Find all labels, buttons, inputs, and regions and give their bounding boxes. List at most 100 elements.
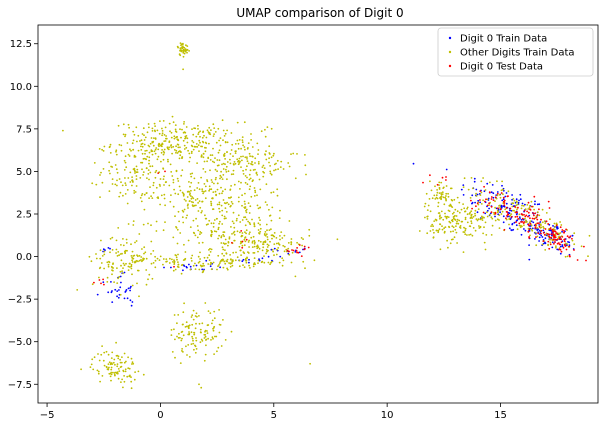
data-point [131, 361, 134, 364]
data-point [237, 196, 240, 199]
data-point [474, 212, 476, 215]
data-point [122, 262, 125, 265]
data-point [447, 209, 450, 212]
data-point [267, 261, 270, 264]
data-point [232, 232, 235, 234]
data-point [173, 314, 176, 316]
data-point [196, 187, 199, 189]
data-point [452, 230, 454, 233]
data-point [539, 221, 542, 223]
data-point [479, 190, 482, 193]
data-point [439, 217, 441, 220]
data-point [221, 223, 224, 225]
data-point [120, 259, 123, 262]
data-point [544, 241, 546, 244]
data-point [258, 232, 260, 234]
data-point [536, 218, 539, 221]
data-point [241, 244, 244, 247]
data-point [130, 387, 133, 390]
data-point [125, 166, 128, 169]
data-point [458, 219, 461, 222]
data-point [90, 363, 93, 366]
data-point [518, 199, 520, 202]
data-point [246, 165, 248, 168]
data-point [240, 254, 243, 256]
data-point [192, 148, 195, 151]
data-point [195, 339, 198, 342]
data-point [129, 289, 132, 292]
data-point [93, 281, 95, 284]
data-point [536, 222, 539, 225]
data-point [564, 245, 567, 248]
data-point [521, 225, 523, 228]
data-point [175, 170, 178, 173]
data-point [149, 171, 152, 174]
data-point [224, 158, 227, 160]
data-point [119, 191, 122, 194]
data-point [253, 222, 256, 225]
data-point [101, 181, 104, 184]
data-point [244, 192, 246, 195]
data-point [126, 375, 129, 378]
data-point [244, 175, 247, 177]
data-point [464, 218, 467, 221]
data-point [111, 351, 114, 354]
data-point [191, 172, 194, 175]
data-point [269, 240, 271, 243]
data-point [313, 259, 316, 262]
data-point [174, 124, 177, 126]
data-point [132, 224, 135, 226]
data-point [524, 203, 526, 206]
data-point [207, 157, 210, 160]
data-point [493, 211, 495, 214]
data-point [533, 217, 536, 220]
data-point [122, 133, 125, 136]
data-point [505, 217, 507, 220]
data-point [122, 194, 124, 197]
data-point [233, 226, 236, 229]
data-point [135, 178, 138, 181]
data-point [266, 238, 269, 241]
data-point [106, 281, 109, 283]
data-point [250, 236, 253, 239]
data-point [153, 150, 156, 153]
data-point [238, 139, 241, 141]
data-point [195, 143, 198, 145]
data-point [125, 262, 127, 265]
data-point [213, 353, 216, 355]
data-point [265, 183, 268, 186]
data-point [176, 265, 179, 268]
data-point [110, 291, 113, 294]
data-point [528, 228, 531, 231]
data-point [132, 130, 135, 133]
data-point [155, 220, 158, 223]
data-point [250, 139, 253, 141]
x-tick-label: 15 [494, 410, 507, 421]
data-point [241, 204, 243, 207]
data-point [188, 181, 190, 183]
data-point [521, 221, 524, 223]
data-point [146, 177, 148, 180]
data-point [191, 128, 193, 131]
data-point [147, 123, 150, 125]
data-point [169, 200, 172, 203]
data-point [132, 257, 135, 260]
data-point [143, 257, 145, 260]
data-point [188, 160, 191, 163]
data-point [510, 229, 513, 231]
data-point [535, 215, 538, 218]
data-point [262, 243, 264, 246]
data-point [192, 342, 195, 345]
data-point [158, 259, 161, 261]
data-point [273, 254, 275, 257]
y-tick-label: −7.5 [8, 380, 32, 391]
data-point [162, 229, 165, 232]
data-point [205, 136, 208, 139]
data-point [456, 218, 459, 221]
data-point [259, 188, 262, 191]
data-point [309, 362, 311, 365]
data-point [136, 269, 139, 272]
data-point [179, 154, 182, 157]
data-point [281, 257, 284, 260]
data-point [125, 360, 127, 363]
